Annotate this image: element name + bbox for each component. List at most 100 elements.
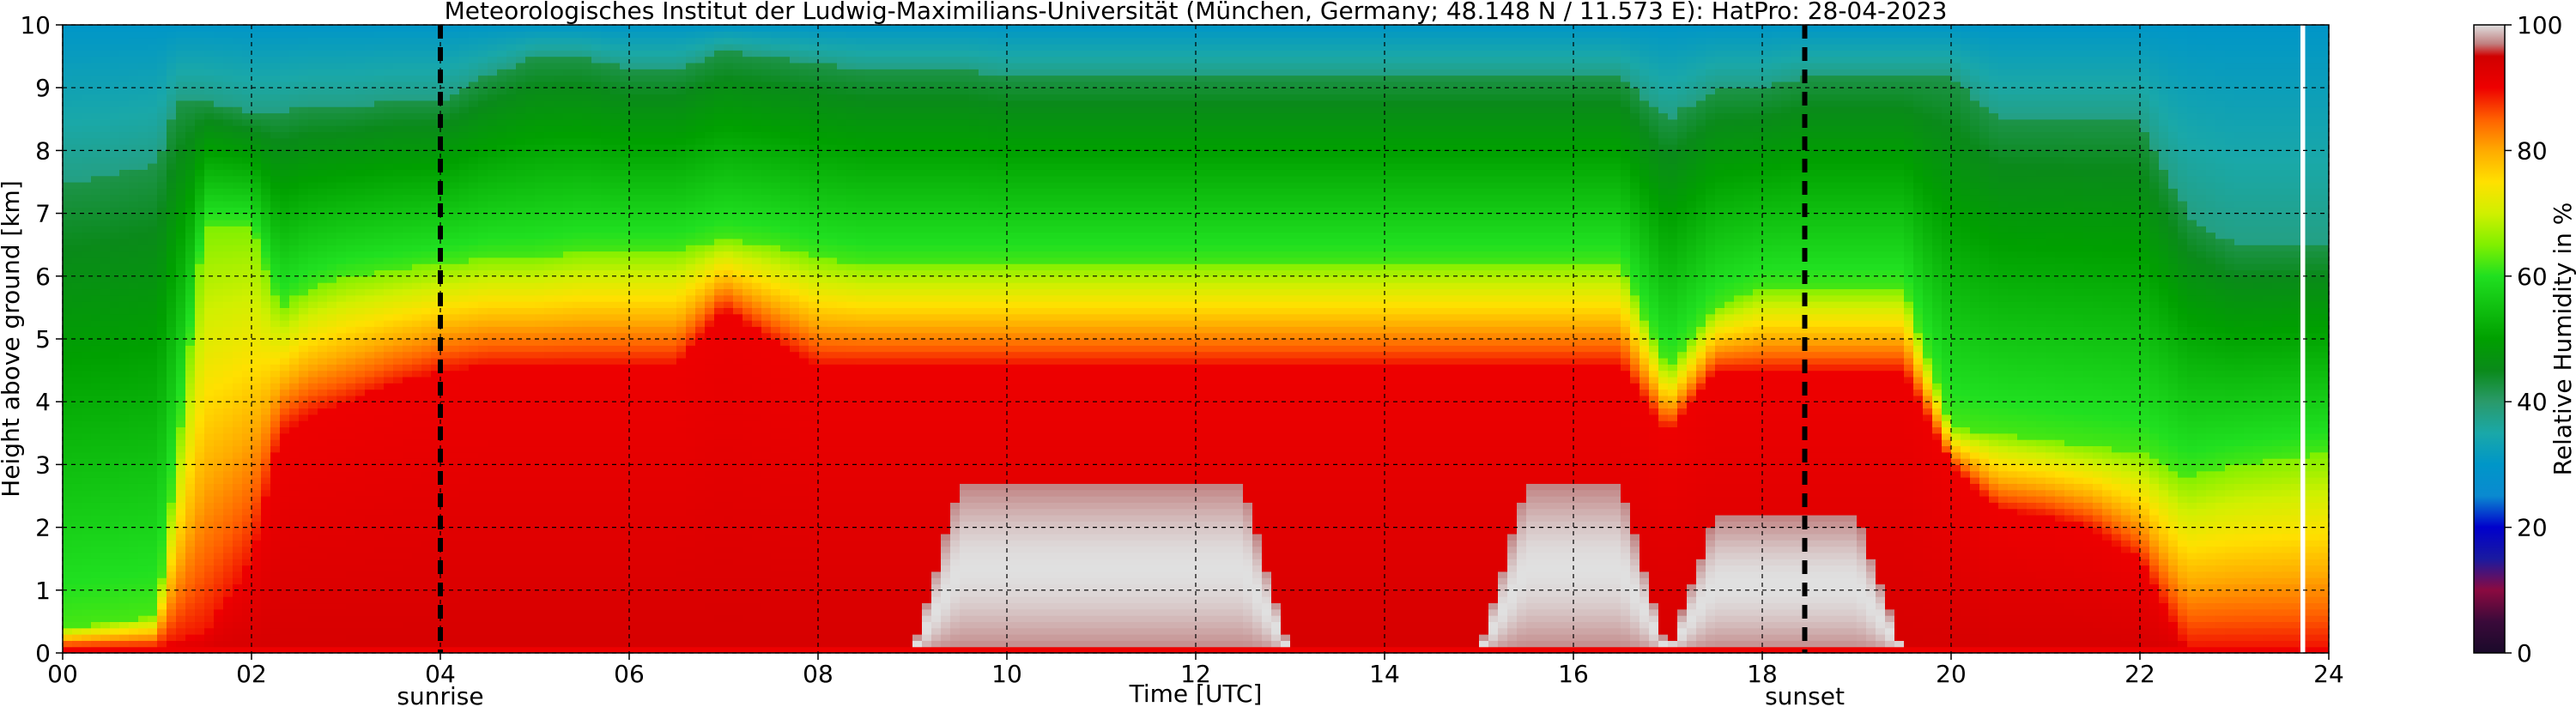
heatmap-cell bbox=[223, 577, 233, 585]
heatmap-cell bbox=[82, 118, 92, 126]
heatmap-cell bbox=[421, 188, 432, 196]
heatmap-cell bbox=[355, 100, 366, 107]
heatmap-cell bbox=[469, 313, 479, 321]
heatmap-cell bbox=[497, 376, 507, 384]
heatmap-cell bbox=[450, 426, 460, 434]
heatmap-cell bbox=[242, 565, 252, 572]
heatmap-cell bbox=[516, 313, 526, 321]
heatmap-cell bbox=[252, 395, 262, 402]
heatmap-cell bbox=[393, 420, 403, 428]
heatmap-cell bbox=[223, 238, 233, 245]
heatmap-cell bbox=[119, 112, 130, 120]
heatmap-cell bbox=[214, 527, 224, 535]
heatmap-cell bbox=[242, 357, 252, 365]
heatmap-cell bbox=[129, 445, 139, 453]
heatmap-cell bbox=[261, 118, 271, 126]
heatmap-cell bbox=[129, 182, 139, 189]
heatmap-cell bbox=[525, 75, 536, 82]
heatmap-cell bbox=[176, 420, 186, 428]
heatmap-cell bbox=[318, 238, 328, 245]
heatmap-cell bbox=[450, 100, 460, 107]
heatmap-cell bbox=[138, 608, 148, 616]
heatmap-cell bbox=[506, 608, 517, 616]
heatmap-cell bbox=[129, 339, 139, 346]
heatmap-cell bbox=[374, 137, 385, 145]
heatmap-cell bbox=[119, 426, 130, 434]
heatmap-cell bbox=[270, 577, 281, 585]
heatmap-cell bbox=[318, 326, 328, 334]
heatmap-cell bbox=[421, 263, 432, 271]
heatmap-cell bbox=[384, 345, 394, 353]
heatmap-cell bbox=[374, 345, 385, 353]
heatmap-cell bbox=[403, 646, 413, 653]
heatmap-cell bbox=[478, 94, 488, 101]
heatmap-cell bbox=[516, 646, 526, 653]
heatmap-cell bbox=[308, 357, 318, 365]
heatmap-cell bbox=[403, 445, 413, 453]
heatmap-cell bbox=[157, 402, 167, 409]
heatmap-cell bbox=[478, 477, 488, 484]
heatmap-cell bbox=[393, 62, 403, 69]
heatmap-cell bbox=[488, 169, 498, 177]
heatmap-cell bbox=[185, 615, 196, 622]
heatmap-cell bbox=[261, 583, 271, 591]
heatmap-cell bbox=[82, 439, 92, 447]
heatmap-cell bbox=[261, 106, 271, 114]
heatmap-cell bbox=[110, 232, 120, 239]
heatmap-cell bbox=[138, 100, 148, 107]
heatmap-cell bbox=[431, 527, 441, 535]
heatmap-cell bbox=[318, 583, 328, 591]
heatmap-cell bbox=[138, 414, 148, 421]
heatmap-cell bbox=[270, 646, 281, 653]
heatmap-cell bbox=[318, 458, 328, 465]
heatmap-cell bbox=[318, 112, 328, 120]
heatmap-cell bbox=[440, 307, 451, 315]
heatmap-cell bbox=[346, 226, 356, 233]
heatmap-cell bbox=[261, 521, 271, 529]
heatmap-cell bbox=[289, 565, 300, 572]
heatmap-cell bbox=[242, 589, 252, 597]
heatmap-cell bbox=[289, 106, 300, 114]
heatmap-cell bbox=[412, 219, 422, 227]
heatmap-cell bbox=[261, 43, 271, 51]
heatmap-cell bbox=[440, 320, 451, 327]
heatmap-cell bbox=[110, 634, 120, 641]
heatmap-cell bbox=[223, 634, 233, 641]
heatmap-cell bbox=[280, 565, 290, 572]
heatmap-cell bbox=[261, 307, 271, 315]
heatmap-cell bbox=[176, 226, 186, 233]
heatmap-cell bbox=[506, 62, 517, 69]
heatmap-cell bbox=[365, 207, 375, 215]
heatmap-cell bbox=[459, 571, 470, 578]
heatmap-cell bbox=[525, 219, 536, 227]
heatmap-cell bbox=[440, 112, 451, 120]
heatmap-cell bbox=[280, 245, 290, 252]
heatmap-cell bbox=[252, 521, 262, 529]
heatmap-cell bbox=[459, 263, 470, 271]
heatmap-cell bbox=[195, 257, 205, 264]
heatmap-cell bbox=[355, 169, 366, 177]
heatmap-cell bbox=[336, 426, 347, 434]
heatmap-cell bbox=[82, 627, 92, 635]
heatmap-cell bbox=[299, 207, 309, 215]
heatmap-cell bbox=[516, 307, 526, 315]
heatmap-cell bbox=[497, 527, 507, 535]
heatmap-cell bbox=[214, 125, 224, 133]
heatmap-cell bbox=[459, 565, 470, 572]
heatmap-cell bbox=[110, 402, 120, 409]
heatmap-cell bbox=[374, 370, 385, 378]
heatmap-cell bbox=[525, 458, 536, 465]
heatmap-cell bbox=[384, 602, 394, 610]
heatmap-cell bbox=[148, 621, 158, 629]
heatmap-cell bbox=[138, 37, 148, 45]
heatmap-cell bbox=[421, 94, 432, 101]
heatmap-cell bbox=[346, 527, 356, 535]
heatmap-cell bbox=[299, 621, 309, 629]
heatmap-cell bbox=[516, 94, 526, 101]
heatmap-cell bbox=[374, 364, 385, 372]
heatmap-cell bbox=[469, 50, 479, 57]
heatmap-cell bbox=[336, 332, 347, 340]
heatmap-cell bbox=[488, 313, 498, 321]
heatmap-cell bbox=[299, 395, 309, 402]
heatmap-cell bbox=[204, 118, 215, 126]
